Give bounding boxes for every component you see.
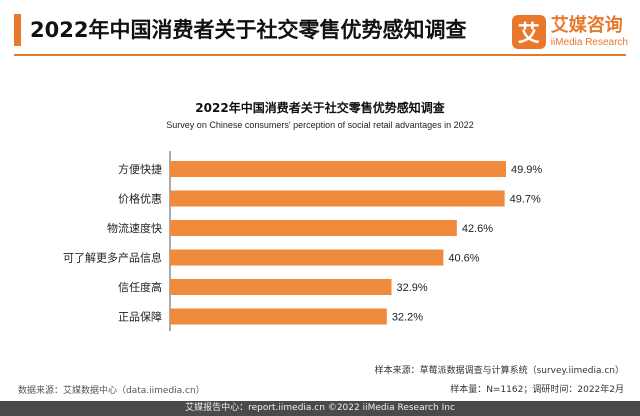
- value-label: 49.9%: [511, 164, 542, 176]
- chart-title: 2022年中国消费者关于社交零售优势感知调查: [195, 101, 445, 115]
- logo-cn-text: 艾媒咨询: [550, 14, 623, 36]
- data-source-note: 数据来源：艾媒数据中心（data.iimedia.cn）: [18, 386, 205, 396]
- iimedia-logo: 艾 艾媒咨询 iiMedia Research: [511, 14, 628, 50]
- logo-en-text: iiMedia Research: [550, 36, 628, 48]
- value-label: 32.2%: [392, 312, 423, 324]
- logo-text: 艾媒咨询 iiMedia Research: [550, 14, 628, 48]
- header-divider: [14, 54, 626, 56]
- chart-subtitle: Survey on Chinese consumers' perception …: [166, 120, 474, 130]
- value-label: 32.9%: [397, 282, 428, 294]
- category-label: 可了解更多产品信息: [63, 251, 162, 265]
- bar: [170, 308, 387, 325]
- bar: [170, 279, 392, 295]
- category-label: 方便快捷: [118, 162, 162, 176]
- sample-info-note: 样本量：N=1162；调研时间：2022年2月: [450, 385, 624, 395]
- category-label: 信任度高: [118, 280, 162, 294]
- page-title: 2022年中国消费者关于社交零售优势感知调查: [30, 18, 467, 42]
- value-label: 40.6%: [448, 253, 479, 265]
- bar: [170, 249, 444, 266]
- value-label: 49.7%: [510, 194, 541, 206]
- logo-mark-icon: 艾: [511, 15, 546, 49]
- bar: [170, 220, 457, 236]
- bar: [170, 161, 506, 177]
- value-label: 42.6%: [462, 223, 493, 235]
- sample-source-note: 样本来源：草莓派数据调查与计算系统（survey.iimedia.cn）: [374, 366, 624, 376]
- category-label: 价格优惠: [118, 192, 162, 206]
- bar: [170, 190, 505, 207]
- category-label: 物流速度快: [107, 221, 162, 235]
- footer-bar: 艾媒报告中心：report.iimedia.cn ©2022 iiMedia R…: [0, 401, 640, 416]
- title-accent-bar: [14, 14, 21, 46]
- category-label: 正品保障: [118, 310, 162, 324]
